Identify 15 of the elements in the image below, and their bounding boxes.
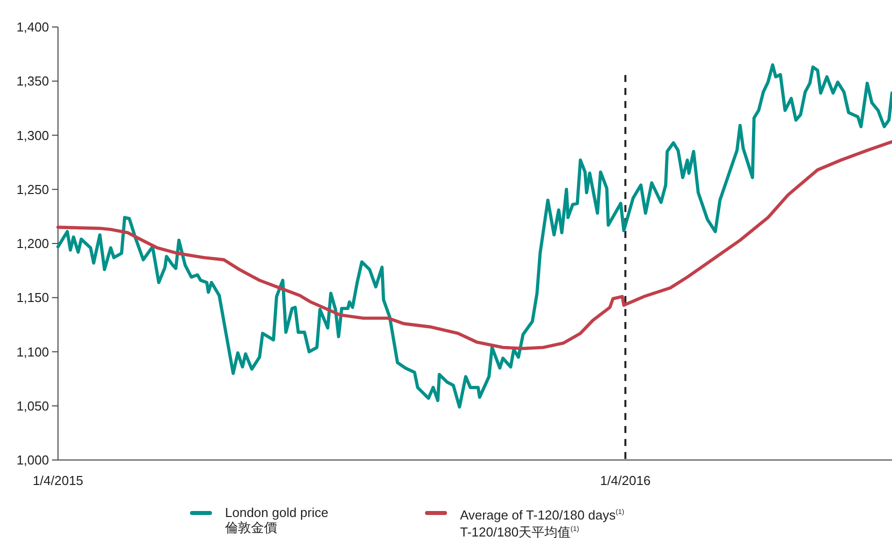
y-tick-label: 1,200 bbox=[16, 236, 49, 251]
y-tick-label: 1,250 bbox=[16, 182, 49, 197]
y-tick-label: 1,150 bbox=[16, 290, 49, 306]
line-series bbox=[56, 63, 892, 409]
x-tick-label: 1/4/2016 bbox=[600, 473, 651, 488]
text: Average of T-120/180 days$^{(1)}$ T-120/180天平均值$^{(1)}$ bbox=[460, 507, 624, 538]
line-series bbox=[56, 140, 892, 350]
y-tick-label: 1,000 bbox=[16, 452, 49, 468]
y-tick-label: 1,050 bbox=[16, 398, 49, 414]
y-tick-label: 1,300 bbox=[16, 128, 49, 143]
legend-label: London gold price 倫敦金價 bbox=[225, 505, 328, 535]
y-tick-label: 1,350 bbox=[16, 74, 49, 89]
x-tick-label: 1/4/2015 bbox=[32, 473, 84, 488]
y-tick-label: 1,400 bbox=[16, 20, 49, 34]
y-tick-label: 1,100 bbox=[16, 344, 49, 360]
